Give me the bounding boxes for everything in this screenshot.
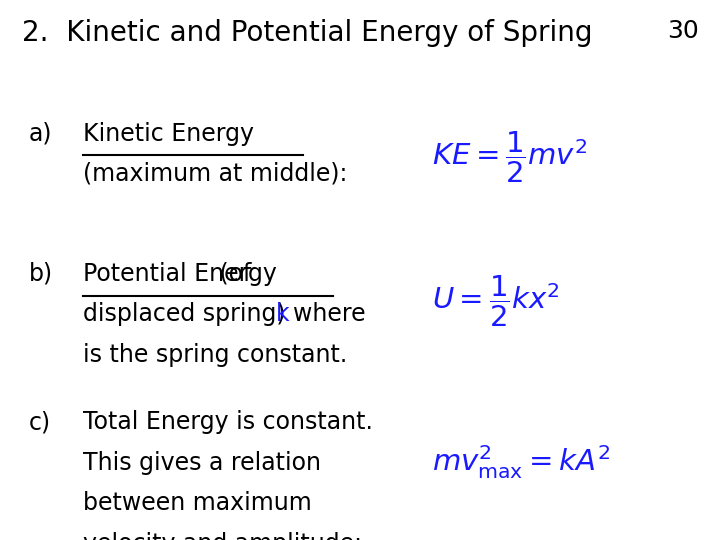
Text: This gives a relation: This gives a relation	[83, 451, 321, 475]
Text: b): b)	[29, 262, 53, 286]
Text: c): c)	[29, 410, 51, 434]
Text: (of: (of	[212, 262, 251, 286]
Text: Potential Energy: Potential Energy	[83, 262, 276, 286]
Text: between maximum: between maximum	[83, 491, 312, 515]
Text: 2.  Kinetic and Potential Energy of Spring: 2. Kinetic and Potential Energy of Sprin…	[22, 19, 592, 47]
Text: $mv_{\mathrm{max}}^2 = kA^2$: $mv_{\mathrm{max}}^2 = kA^2$	[432, 443, 611, 481]
Text: Total Energy is constant.: Total Energy is constant.	[83, 410, 373, 434]
Text: Kinetic Energy: Kinetic Energy	[83, 122, 254, 145]
Text: 30: 30	[667, 19, 698, 43]
Text: (maximum at middle):: (maximum at middle):	[83, 162, 347, 186]
Text: $KE = \dfrac{1}{2}mv^2$: $KE = \dfrac{1}{2}mv^2$	[432, 130, 588, 185]
Text: $U = \dfrac{1}{2}kx^2$: $U = \dfrac{1}{2}kx^2$	[432, 274, 559, 329]
Text: is the spring constant.: is the spring constant.	[83, 343, 347, 367]
Text: k: k	[276, 302, 290, 326]
Text: velocity and amplitude:: velocity and amplitude:	[83, 532, 362, 540]
Text: a): a)	[29, 122, 53, 145]
Text: displaced spring) where: displaced spring) where	[83, 302, 373, 326]
